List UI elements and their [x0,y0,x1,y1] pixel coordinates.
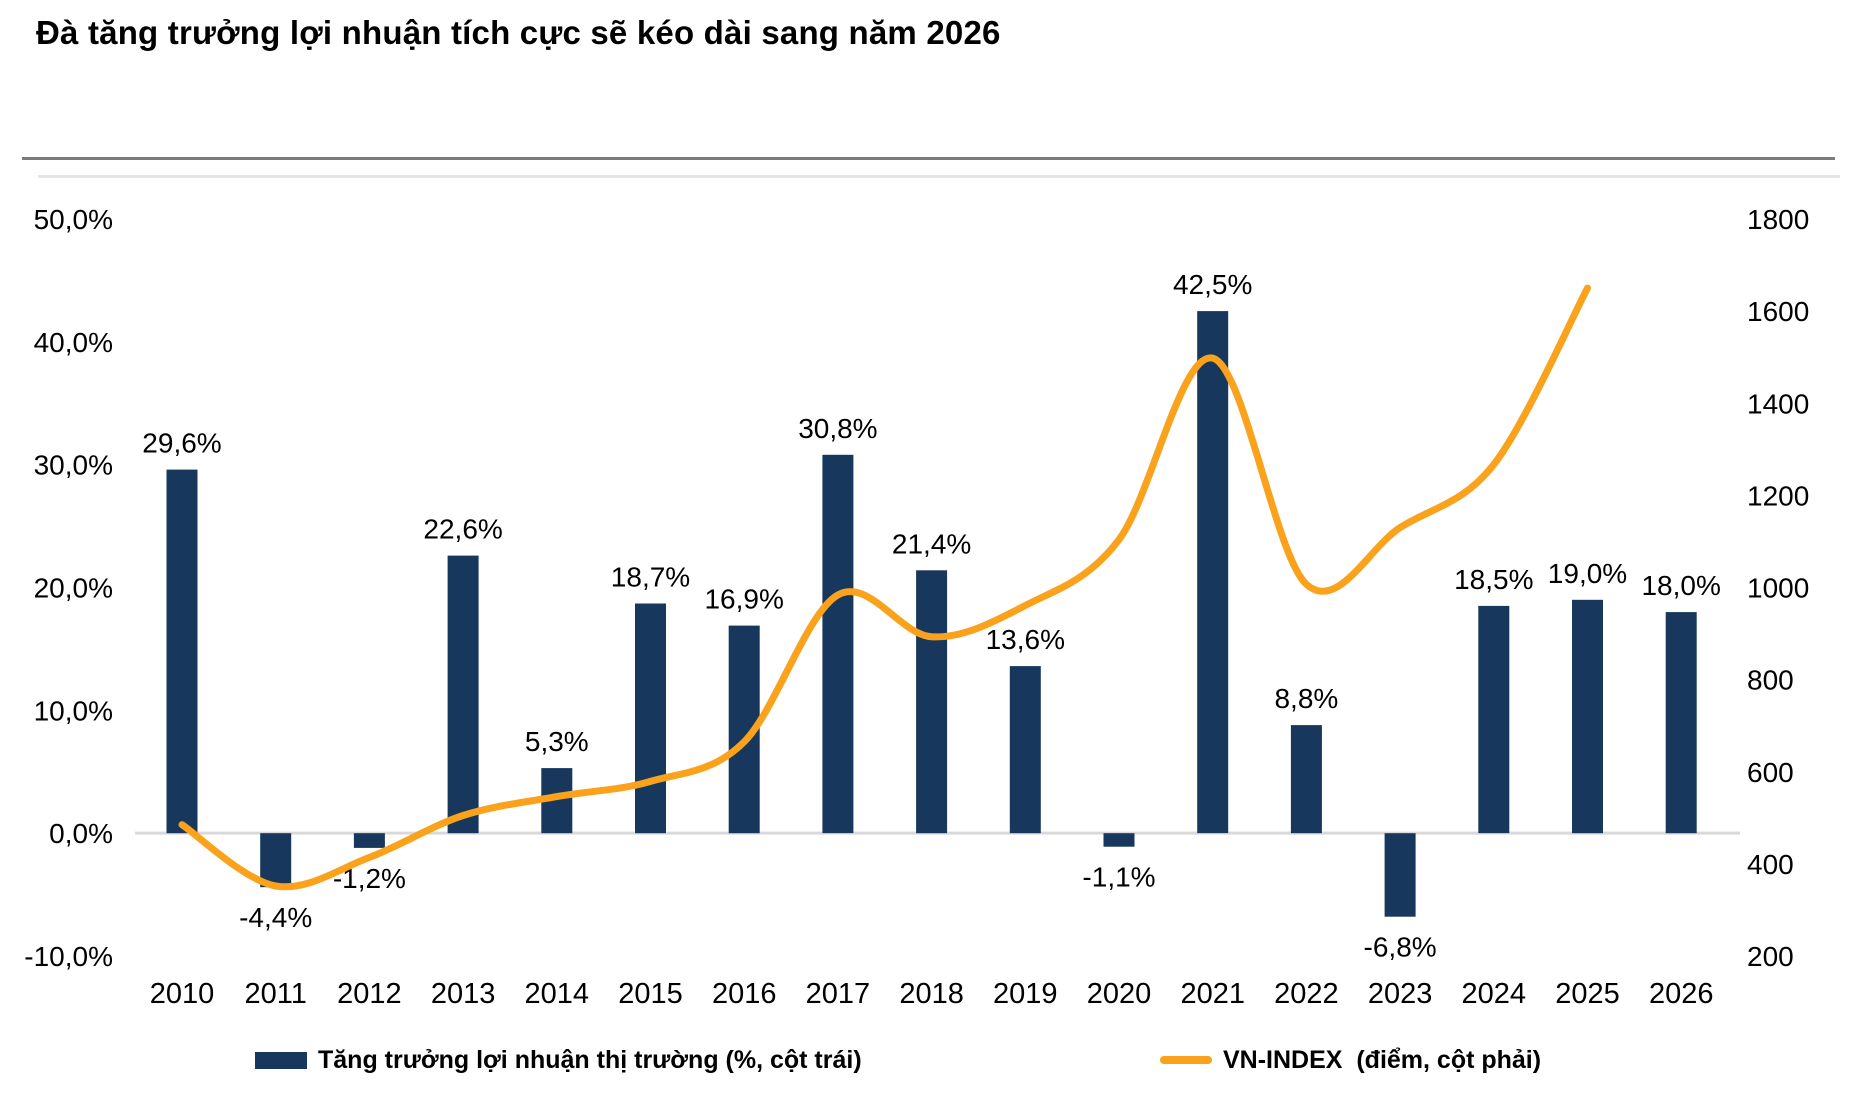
right-axis-tick-5: 800 [1747,665,1794,696]
chart-title: Đà tăng trưởng lợi nhuận tích cực sẽ kéo… [36,14,1001,51]
bar-label-2015: 18,7% [611,562,690,593]
title-divider-dark [22,157,1835,160]
bar-2018 [916,570,948,834]
bar-2011 [260,833,292,888]
bar-label-2010: 29,6% [142,428,221,459]
right-axis-tick-1: 1600 [1747,296,1809,327]
bar-label-2017: 30,8% [798,413,877,444]
bar-2012 [353,833,385,848]
left-axis-tick-1: 40,0% [34,327,113,358]
bar-label-2014: 5,3% [525,726,589,757]
bar-label-2018: 21,4% [892,528,971,559]
x-axis-label-2010: 2010 [150,978,215,1010]
legend-label-vnindex: VN-INDEX (điểm, cột phải) [1223,1045,1542,1074]
bar-2020 [1103,833,1135,847]
title-divider-light [38,175,1840,178]
x-axis-label-2017: 2017 [806,978,871,1010]
bar-label-2025: 19,0% [1548,558,1627,589]
vnindex-line [178,284,1591,891]
x-axis-label-2016: 2016 [712,978,777,1010]
x-axis-label-2018: 2018 [899,978,964,1010]
bar-2026 [1665,612,1697,834]
x-axis-label-2023: 2023 [1368,978,1433,1010]
x-axis-label-2020: 2020 [1087,978,1152,1010]
right-axis-tick-8: 200 [1747,941,1794,972]
bar-2017 [822,454,854,834]
x-axis-label-2019: 2019 [993,978,1058,1010]
vnindex-swatch [1160,1056,1212,1064]
bar-2010 [166,469,198,834]
left-axis-tick-6: -10,0% [24,941,113,972]
x-axis-label-2015: 2015 [618,978,683,1010]
x-axis-label-2022: 2022 [1274,978,1339,1010]
bar-2025 [1572,599,1603,834]
bar-label-2026: 18,0% [1641,570,1720,601]
bar-label-2019: 13,6% [986,624,1065,655]
x-axis-label-2024: 2024 [1462,978,1527,1010]
bar-2023 [1384,833,1416,917]
bar-2024 [1478,605,1510,834]
bar-label-2023: -6,8% [1364,932,1437,963]
bar-label-2020: -1,1% [1082,862,1155,893]
left-axis-tick-3: 20,0% [34,573,113,604]
bar-label-2021: 42,5% [1173,269,1252,300]
right-axis-tick-0: 1800 [1747,204,1809,235]
left-axis-tick-2: 30,0% [34,450,113,481]
x-axis-label-2026: 2026 [1649,978,1714,1010]
bar-label-2022: 8,8% [1274,683,1338,714]
right-axis-tick-3: 1200 [1747,480,1809,511]
x-axis-label-2014: 2014 [525,978,590,1010]
x-axis-label-2013: 2013 [431,978,496,1010]
legend-item-vnindex: VN-INDEX (điểm, cột phải) [1160,1040,1541,1080]
bar-label-2013: 22,6% [423,514,502,545]
left-axis-tick-5: 0,0% [49,818,113,849]
right-axis-tick-4: 1000 [1747,573,1809,604]
x-axis-label-2012: 2012 [337,978,402,1010]
right-axis-tick-7: 400 [1747,849,1794,880]
bar-label-2016: 16,9% [704,584,783,615]
bar-2022 [1290,725,1322,834]
bar-2015 [635,603,666,834]
bar-2013 [447,555,479,834]
legend-item-profit-growth: Tăng trưởng lợi nhuận thị trường (%, cột… [255,1040,862,1080]
right-axis-tick-2: 1400 [1747,388,1809,419]
chart-legend: Tăng trưởng lợi nhuận thị trường (%, cột… [0,1040,1852,1086]
bar-2019 [1009,666,1041,834]
x-axis-label-2025: 2025 [1555,978,1620,1010]
left-axis-tick-0: 50,0% [34,204,113,235]
right-axis-tick-6: 600 [1747,757,1794,788]
bar-label-2011: -4,4% [239,902,312,933]
legend-label-profit-growth: Tăng trưởng lợi nhuận thị trường (%, cột… [318,1045,862,1074]
left-axis-tick-4: 10,0% [34,695,113,726]
profit-growth-swatch [255,1051,307,1069]
bar-2021 [1197,311,1229,834]
x-axis-label-2021: 2021 [1180,978,1245,1010]
bar-label-2024: 18,5% [1454,564,1533,595]
x-axis-label-2011: 2011 [245,978,307,1010]
